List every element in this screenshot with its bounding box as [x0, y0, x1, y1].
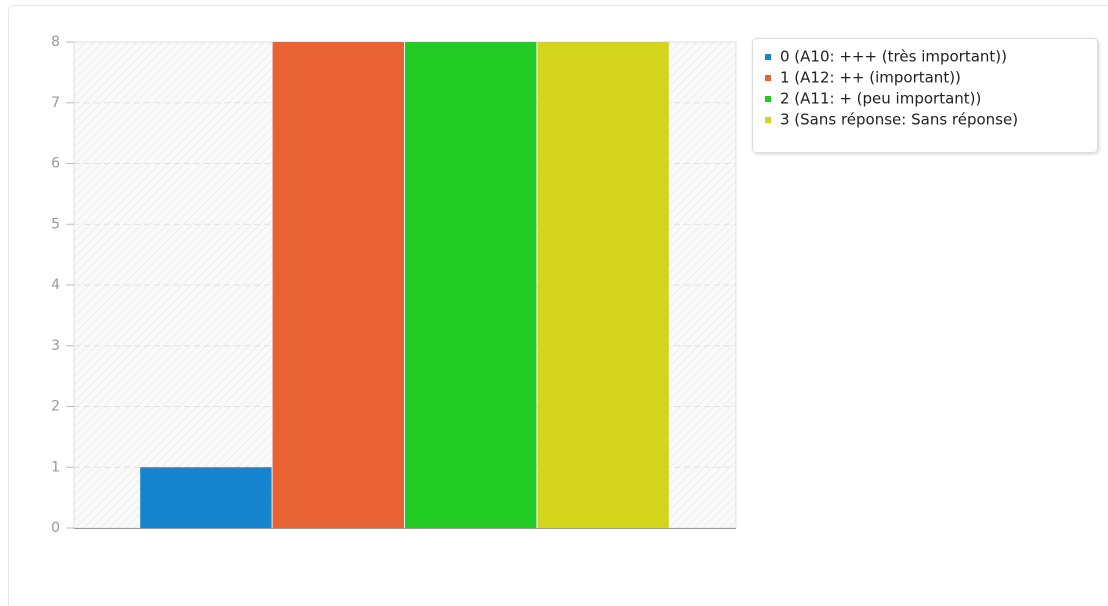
y-tick-label: 5 — [51, 216, 60, 232]
y-tick-label: 4 — [51, 277, 60, 293]
legend-box — [752, 38, 1098, 153]
legend-label: 2 (A11: + (peu important)) — [780, 90, 981, 108]
bar — [537, 42, 669, 528]
y-tick-label: 2 — [51, 399, 60, 415]
bar — [405, 42, 537, 528]
legend-marker — [765, 96, 771, 102]
legend-marker — [765, 54, 771, 60]
y-tick-label: 3 — [51, 338, 60, 354]
y-tick-label: 7 — [51, 95, 60, 111]
legend-label: 3 (Sans réponse: Sans réponse) — [780, 111, 1018, 129]
legend-marker — [765, 117, 771, 123]
y-tick-label: 8 — [51, 34, 60, 50]
legend: 0 (A10: +++ (très important)) 1 (A12: ++ … — [752, 38, 1098, 153]
y-tick-label: 6 — [51, 156, 60, 172]
bar — [272, 42, 404, 528]
legend-marker — [765, 75, 771, 81]
y-tick-label: 0 — [51, 520, 60, 536]
y-tick-label: 1 — [51, 459, 60, 475]
legend-label: 0 (A10: +++ (très important)) — [780, 48, 1007, 66]
bar — [140, 467, 272, 528]
legend-label: 1 (A12: ++ (important)) — [780, 69, 961, 87]
